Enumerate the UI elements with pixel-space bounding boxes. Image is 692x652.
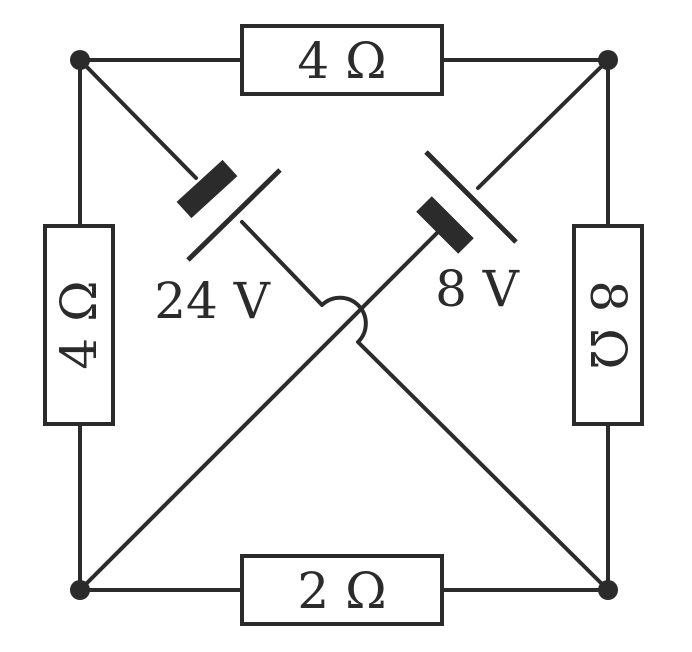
junction-dot-bottom-left (70, 580, 90, 600)
battery-24v-thin-plate (186, 168, 282, 262)
diagonal-wires (78, 58, 610, 592)
resistor-right (572, 224, 644, 426)
battery-24v-thick-plate (176, 159, 238, 219)
resistor-bottom (240, 554, 444, 626)
wire-8v-to-tr (476, 58, 610, 190)
junction-dot-top-right (598, 50, 618, 70)
resistor-top-label: 4 Ω (297, 32, 386, 90)
battery-24v-label: 24 V (154, 272, 271, 330)
resistor-boxes (43, 24, 644, 626)
wire-bl-to-8v (78, 226, 444, 592)
battery-8v-thin-plate (424, 150, 518, 244)
junctions (70, 50, 618, 600)
resistor-left-label: 4 Ω (50, 280, 108, 369)
battery-24v (176, 159, 282, 262)
wire-24v-to-br (240, 220, 610, 592)
resistor-bottom-label: 2 Ω (297, 562, 386, 620)
resistor-left (43, 224, 115, 426)
battery-8v-thick-plate (416, 196, 474, 254)
outer-wires (78, 58, 610, 592)
resistor-top (240, 24, 444, 96)
junction-dot-top-left (70, 50, 90, 70)
battery-8v (416, 150, 518, 254)
junction-dot-bottom-right (598, 580, 618, 600)
wire-tl-to-24v (78, 58, 198, 180)
resistor-right-label: 8 Ω (579, 280, 637, 369)
battery-8v-label: 8 V (435, 260, 520, 318)
